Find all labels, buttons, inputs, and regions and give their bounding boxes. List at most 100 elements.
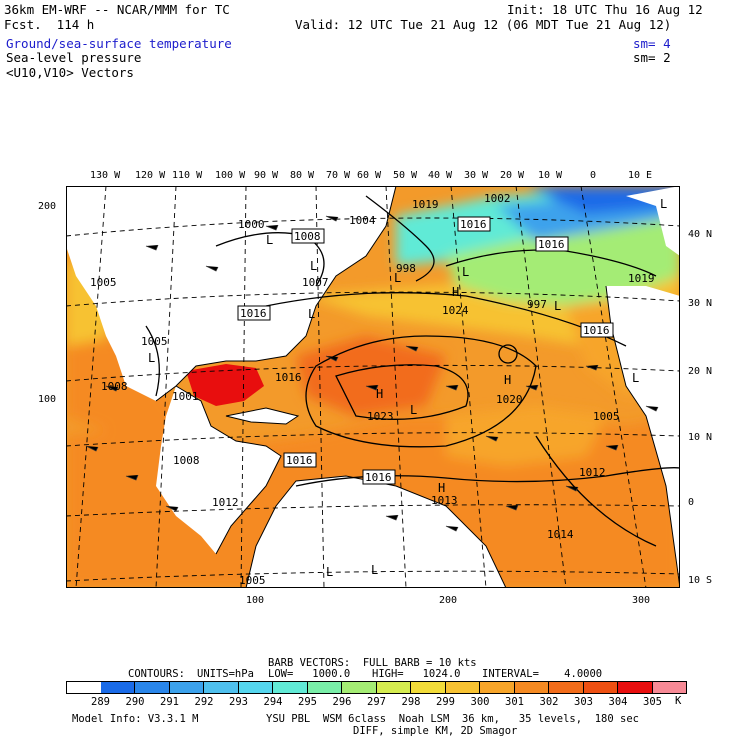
contours-units: UNITS=hPa [197, 668, 254, 680]
longitude-label: 40 W [428, 170, 453, 181]
colorbar-swatch [169, 681, 204, 694]
colorbar-value-label: 292 [194, 696, 214, 708]
colorbar-value-label: 298 [401, 696, 421, 708]
left-grid-label-100: 100 [38, 394, 57, 405]
colorbar-value-label: 290 [125, 696, 145, 708]
longitude-label: 50 W [393, 170, 418, 181]
colorbar-value-label: 305 [643, 696, 662, 708]
colorbar-value-label: 297 [367, 696, 386, 708]
colorbar-swatch [583, 681, 618, 694]
latitude-label: 10 S [688, 575, 713, 586]
pressure-label: 1024 [442, 304, 469, 317]
pressure-label-box [237, 305, 271, 321]
contours-interval: INTERVAL= 4.0000 [482, 668, 603, 680]
pressure-label: 1005 [239, 574, 266, 587]
low-pressure-center: L [371, 563, 378, 577]
colorbar-swatch [549, 681, 584, 694]
pressure-label: 1001 [172, 390, 199, 403]
pressure-label: 998 [396, 262, 416, 275]
colorbar-swatch [204, 681, 239, 694]
low-pressure-center: L [326, 565, 333, 579]
pressure-label: 1016 [583, 324, 610, 337]
weather-map: 1000 1004 1008 1019 1002 1016 1016 1005 1007 998 1… [66, 186, 680, 588]
colorbar-swatch [514, 681, 549, 694]
colorbar-swatch [66, 681, 102, 694]
colorbar-value-label: 293 [229, 696, 248, 708]
barb-info: BARB VECTORS: FULL BARB = 10 kts [268, 657, 477, 669]
pressure-label: 1014 [547, 528, 574, 541]
contours-label: CONTOURS: [128, 668, 185, 680]
high-pressure-center: H [504, 373, 511, 387]
pressure-label: 997 [527, 298, 547, 311]
latitude-label: 30 N [688, 298, 713, 309]
diff-info: DIFF, simple KM, 2D Smagor [353, 725, 518, 737]
colorbar-value-label: 302 [539, 696, 559, 708]
pressure-label-box [291, 228, 325, 244]
low-pressure-center: L [148, 351, 155, 365]
high-pressure-center: H [438, 481, 445, 495]
field-label-vectors: <U10,V10> Vectors [6, 65, 134, 80]
bottom-grid-label-200: 200 [439, 595, 458, 606]
colorbar-value-label: 299 [436, 696, 455, 708]
colorbar-value-label: 296 [332, 696, 352, 708]
low-pressure-center: L [462, 265, 469, 279]
europe-land [626, 186, 680, 256]
colorbar-swatch [342, 681, 377, 694]
pressure-label: 1020 [496, 393, 523, 406]
colorbar-value-label: 291 [160, 696, 179, 708]
low-pressure-center: L [554, 299, 561, 313]
low-pressure-center: L [310, 259, 317, 273]
pressure-label: 1016 [538, 238, 565, 251]
colorbar-value-label: 301 [505, 696, 524, 708]
high-pressure-center: H [376, 387, 383, 401]
pressure-label: 1016 [240, 307, 267, 320]
pressure-label: 1000 [238, 218, 265, 231]
longitude-label: 120 W [135, 170, 166, 181]
central-america-land [156, 386, 281, 554]
pressure-label: 1012 [579, 466, 606, 479]
low-pressure-center: L [410, 403, 417, 417]
colorbar-swatch [480, 681, 515, 694]
model-info: Model Info: V3.3.1 M [72, 713, 199, 725]
colorbar-swatch [100, 681, 135, 694]
wind-barbs [85, 215, 659, 532]
bottom-grid-label-300: 300 [632, 595, 651, 606]
init-time: Init: 18 UTC Thu 16 Aug 12 [507, 2, 703, 17]
pressure-label: 1005 [141, 335, 168, 348]
pressure-label: 1016 [460, 218, 487, 231]
colorbar-value-label: 289 [91, 696, 110, 708]
pressure-label: 1016 [286, 454, 313, 467]
high-pressure-center: H [452, 285, 459, 299]
coastlines [155, 186, 680, 588]
longitude-label: 130 W [90, 170, 121, 181]
longitude-label: 80 W [290, 170, 315, 181]
longitude-label: 20 W [500, 170, 525, 181]
colorbar-swatch [411, 681, 446, 694]
pressure-label: 1016 [275, 371, 302, 384]
pressure-label: 1012 [212, 496, 239, 509]
longitude-label: 30 W [464, 170, 489, 181]
colorbar-swatch [618, 681, 653, 694]
low-pressure-center: L [266, 233, 273, 247]
contours-low: LOW= 1000.0 [268, 668, 351, 680]
pressure-label-box [457, 216, 491, 232]
pressure-label: 1016 [365, 471, 392, 484]
latitude-label: 20 N [688, 366, 713, 377]
pressure-label: 1004 [349, 214, 376, 227]
physics-info: YSU PBL WSM 6class Noah LSM 36 km, 35 le… [266, 713, 639, 725]
colorbar-value-label: 304 [608, 696, 628, 708]
longitude-label: 0 [590, 170, 597, 181]
colorbar-swatch [273, 681, 308, 694]
colorbar-value-label: 295 [298, 696, 317, 708]
pressure-label: 1013 [431, 494, 458, 507]
low-pressure-center: L [308, 307, 315, 321]
colorbar-swatch [445, 681, 480, 694]
field-label-sst: Ground/sea-surface temperature [6, 36, 232, 51]
pressure-label-box [362, 469, 396, 485]
pressure-label-box [535, 236, 569, 252]
longitude-label: 100 W [215, 170, 246, 181]
pressure-label: 1019 [628, 272, 655, 285]
valid-time: Valid: 12 UTC Tue 21 Aug 12 (06 MDT Tue … [295, 17, 672, 32]
longitude-label: 10 W [538, 170, 563, 181]
